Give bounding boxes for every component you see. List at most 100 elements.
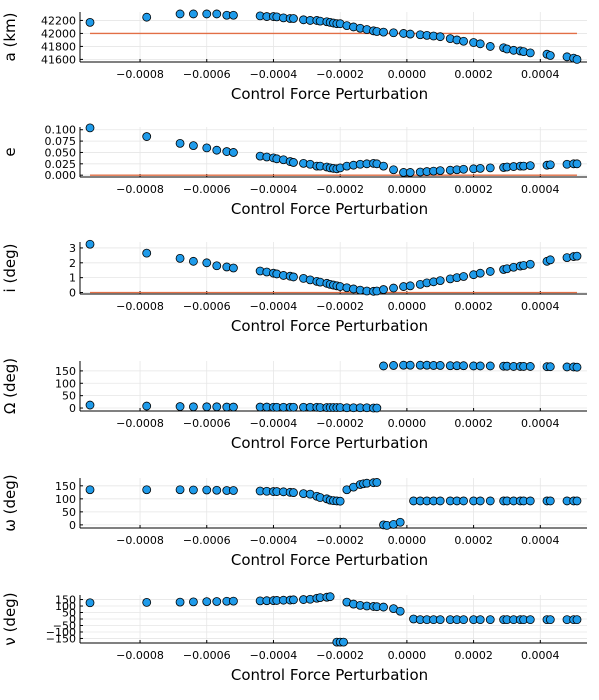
panel-3-point-42 — [475, 268, 485, 278]
panel-4-point-42 — [475, 361, 485, 371]
panel-1-xtick-label-4: 0.0000 — [388, 68, 427, 81]
panel-2-y-label: e — [1, 147, 19, 156]
panel-6-ytick-label-2: −50 — [53, 619, 76, 632]
panel-5-x-label: Control Force Perturbation — [231, 551, 428, 569]
panel-6-point-30 — [379, 602, 388, 612]
panel-3-point-40 — [459, 272, 468, 281]
panel-6-point-32 — [395, 606, 405, 616]
panel-4-point-37 — [435, 361, 445, 370]
panel-2-point-1 — [142, 132, 152, 141]
panel-1-point-14 — [289, 14, 298, 23]
panel-5-point-3 — [189, 485, 198, 495]
panel-5-point-56 — [572, 496, 582, 506]
panel-2-ytick-label-4: 0.100 — [45, 124, 77, 137]
panel-1-point-30 — [379, 27, 388, 37]
panel-4-point-7 — [229, 402, 238, 412]
panel-4-ytick-label-3: 150 — [55, 365, 76, 378]
panel-3-point-2 — [175, 253, 185, 263]
panel-3-point-49 — [525, 259, 535, 269]
panel-3-xtick-label-5: 0.0002 — [454, 300, 493, 313]
panel-6-point-7 — [229, 596, 238, 606]
panel-4-ytick-label-0: 0 — [69, 402, 76, 415]
panel-1-ytick-label-3: 42200 — [41, 14, 76, 27]
panel-6-point-20 — [325, 592, 335, 602]
panel-3-y-label: i (deg) — [1, 244, 19, 293]
panel-3-point-31 — [389, 283, 398, 293]
panel-2-xtick-label-5: 0.0002 — [454, 183, 493, 196]
panel-3-point-0 — [85, 239, 95, 249]
panel-1-xtick-label-3: −0.0002 — [316, 68, 364, 81]
panel-4-xtick-label-2: −0.0004 — [250, 417, 298, 430]
panel-2-point-14 — [289, 158, 298, 167]
panel-6-x-label: Control Force Perturbation — [231, 666, 428, 684]
panel-4-point-5 — [212, 402, 222, 412]
panel-4-point-40 — [459, 361, 468, 371]
panel-1-xtick-label-0: −0.0008 — [116, 68, 164, 81]
panel-1-xtick-label-5: 0.0002 — [454, 68, 493, 81]
panel-5-y-label: ω (deg) — [1, 474, 19, 531]
panel-5-point-2 — [175, 485, 185, 495]
panel-2-point-37 — [435, 166, 445, 176]
panel-1-xtick-label-6: 0.0004 — [521, 68, 560, 81]
panel-5-xtick-label-1: −0.0006 — [183, 534, 231, 547]
panel-1-point-4 — [202, 9, 212, 19]
panel-6-point-49 — [525, 615, 535, 625]
panel-6-ytick-label-5: 100 — [55, 600, 76, 613]
panel-1-point-7 — [229, 10, 238, 20]
panel-4-point-3 — [189, 402, 198, 412]
panel-4-point-33 — [405, 360, 415, 370]
panel-5-point-51 — [525, 496, 535, 506]
panel-1-point-31 — [389, 28, 398, 38]
panel-4-point-0 — [85, 400, 95, 410]
panel-5-ytick-label-2: 100 — [55, 493, 76, 506]
panel-3-ytick-label-2: 2 — [69, 257, 76, 270]
panel-1-y-label: a (km) — [1, 13, 19, 62]
panel-1-ytick-label-0: 41600 — [41, 53, 76, 66]
panel-6-xtick-label-5: 0.0002 — [454, 649, 493, 662]
panel-6-xtick-label-3: −0.0002 — [316, 649, 364, 662]
panel-6-point-51 — [545, 615, 555, 625]
panel-5-point-39 — [435, 496, 445, 506]
panel-4-xtick-label-0: −0.0008 — [116, 417, 164, 430]
panel-6-xtick-label-6: 0.0004 — [521, 649, 560, 662]
panel-3-point-7 — [229, 263, 238, 273]
panel-2-point-0 — [85, 123, 95, 133]
panel-3-xtick-label-0: −0.0008 — [116, 300, 164, 313]
panel-6-point-54 — [572, 615, 582, 625]
panel-4-x-label: Control Force Perturbation — [231, 434, 428, 452]
panel-2-x-label: Control Force Perturbation — [231, 200, 428, 218]
panel-3-xtick-label-4: 0.0000 — [388, 300, 427, 313]
panel-6-point-2 — [175, 597, 185, 607]
panel-2-xtick-label-0: −0.0008 — [116, 183, 164, 196]
panel-3-point-51 — [545, 255, 555, 265]
panel-1-point-49 — [525, 48, 535, 58]
panel-5-point-34 — [395, 517, 405, 527]
panel-5-point-44 — [475, 496, 485, 506]
panel-5-point-4 — [202, 485, 212, 495]
panel-1-point-51 — [545, 51, 555, 60]
panel-2-point-3 — [189, 141, 198, 151]
panel-4-xtick-label-4: 0.0000 — [388, 417, 427, 430]
panel-5-point-53 — [545, 496, 555, 506]
panel-1-xtick-label-1: −0.0006 — [183, 68, 231, 81]
panel-2-xtick-label-1: −0.0006 — [183, 183, 231, 196]
panel-6-ytick-label-3: 0 — [69, 613, 76, 626]
panel-3-xtick-label-6: 0.0004 — [521, 300, 560, 313]
panel-3-point-3 — [189, 256, 198, 266]
panel-1-point-1 — [142, 12, 152, 22]
panel-1-xtick-label-2: −0.0004 — [250, 68, 298, 81]
panel-4-ytick-label-1: 50 — [62, 390, 76, 403]
panel-4-ytick-label-2: 100 — [55, 377, 76, 390]
panel-2-point-7 — [229, 148, 238, 157]
panel-2-point-51 — [545, 160, 555, 170]
panel-3-point-14 — [289, 272, 298, 282]
panel-6-point-43 — [485, 615, 495, 625]
panel-1-point-42 — [475, 39, 485, 49]
panel-1-point-54 — [572, 55, 582, 64]
panel-6-point-40 — [459, 615, 468, 625]
panel-4-xtick-label-5: 0.0002 — [454, 417, 493, 430]
panel-4-xtick-label-3: −0.0002 — [316, 417, 364, 430]
panel-3-point-5 — [212, 261, 222, 271]
panel-4-y-label: Ω (deg) — [1, 358, 19, 414]
panel-2-xtick-label-4: 0.0000 — [388, 183, 427, 196]
